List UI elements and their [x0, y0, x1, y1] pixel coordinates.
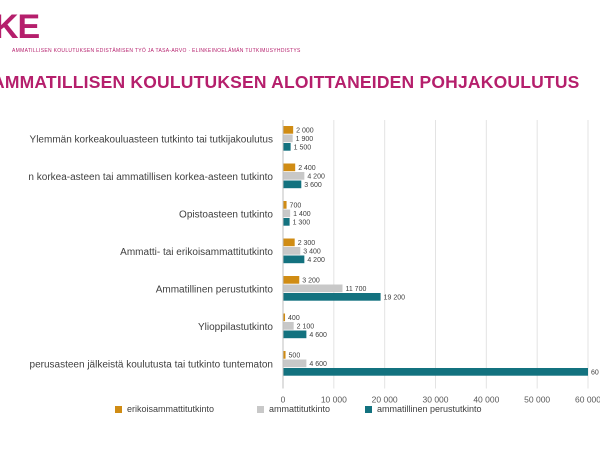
- logo-subtitle: AMMATILLISEN KOULUTUKSEN EDISTÄMISEN TYÖ…: [12, 48, 301, 54]
- chart-title: AMMATILLISEN KOULUTUKSEN ALOITTANEIDEN P…: [0, 72, 580, 92]
- data-label: 2 400: [298, 165, 316, 172]
- legend-swatch: [115, 405, 122, 413]
- chart-legend: erikoisammattitutkinto ammattitutkinto amm…: [0, 404, 600, 420]
- x-tick-label: 60 000: [575, 395, 600, 405]
- category-label: n korkea-asteen tai ammatillisen korkea-…: [28, 172, 273, 183]
- category-label: Ylioppilastutkinto: [198, 322, 273, 333]
- bar: [283, 322, 294, 330]
- x-tick-label: 20 000: [372, 395, 398, 405]
- data-label: 4 200: [307, 257, 325, 264]
- legend-label: ammattitutkinto: [269, 404, 331, 414]
- bar: [283, 284, 343, 293]
- bar: [283, 247, 301, 255]
- bar: [283, 218, 290, 226]
- data-label: 700: [290, 203, 302, 210]
- data-label: 4 200: [307, 174, 325, 181]
- bar: [283, 313, 286, 322]
- legend-label: erikoisammattitutkinto: [127, 404, 215, 414]
- data-label: 3 200: [302, 278, 320, 285]
- data-label: 2 100: [297, 324, 315, 331]
- x-tick-label: 0: [281, 395, 286, 405]
- bar: [283, 209, 291, 218]
- category-label: Opistoasteen tutkinto: [179, 209, 273, 220]
- data-label: 4 600: [309, 332, 327, 339]
- data-label: 1 300: [293, 220, 311, 227]
- data-label: 1 900: [296, 136, 314, 143]
- data-label: 400: [288, 315, 300, 322]
- bar: [283, 293, 381, 301]
- bar: [283, 180, 302, 189]
- x-tick-label: 10 000: [321, 395, 347, 405]
- data-label: 2 000: [296, 128, 314, 135]
- category-label: Ammatillinen perustutkinto: [156, 284, 274, 295]
- bar: [283, 201, 287, 209]
- data-label: 500: [289, 353, 301, 360]
- legend-swatch: [365, 405, 372, 413]
- bar: [283, 134, 293, 143]
- legend-label: ammatillinen perustutkinto: [377, 404, 482, 414]
- category-label: Ammatti- tai erikoisammattitutkinto: [120, 247, 273, 258]
- bar: [283, 276, 300, 284]
- data-label: 19 200: [384, 295, 406, 302]
- legend-item: ammattitutkinto: [257, 404, 330, 414]
- x-tick-label: 40 000: [473, 395, 499, 405]
- legend-swatch: [257, 405, 264, 413]
- bar: [283, 163, 296, 172]
- bar: [283, 238, 295, 247]
- bar: [283, 368, 588, 376]
- bar: [283, 359, 307, 368]
- category-label: Ylemmän korkeakouluasteen tutkinto tai t…: [30, 134, 273, 145]
- data-label: 2 300: [298, 240, 316, 247]
- category-label: perusasteen jälkeistä koulutusta tai tut…: [30, 359, 273, 370]
- bar: [283, 255, 305, 264]
- x-tick-label: 30 000: [423, 395, 449, 405]
- logo: KE: [0, 8, 40, 46]
- bar: [283, 143, 291, 151]
- data-label: 4 600: [309, 361, 327, 368]
- legend-item: ammatillinen perustutkinto: [365, 404, 482, 414]
- data-label: 60: [591, 370, 599, 377]
- data-label: 1 400: [293, 211, 311, 218]
- bar: [283, 330, 307, 339]
- data-label: 3 400: [303, 249, 321, 256]
- bar: [283, 126, 294, 134]
- legend-item: erikoisammattitutkinto: [115, 404, 214, 414]
- data-label: 11 700: [345, 286, 366, 293]
- data-label: 3 600: [304, 182, 322, 189]
- data-label: 1 500: [294, 145, 312, 152]
- x-tick-label: 50 000: [524, 395, 550, 405]
- bar: [283, 351, 286, 359]
- bar: [283, 172, 305, 180]
